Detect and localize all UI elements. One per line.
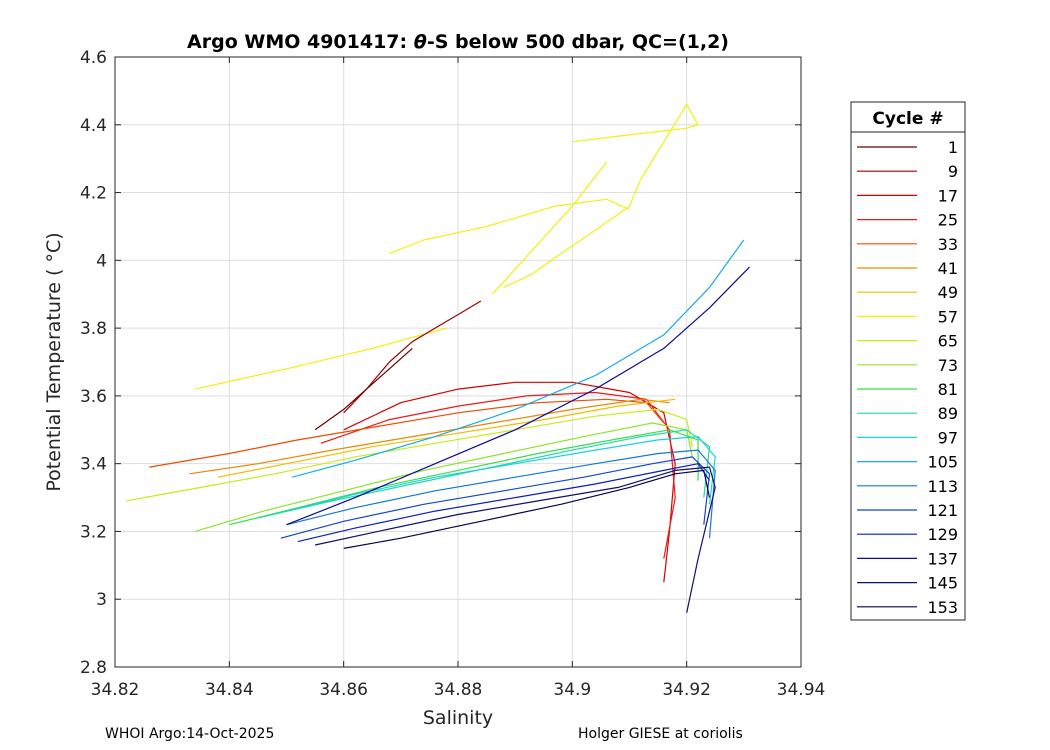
- x-tick-label: 34.9: [553, 680, 591, 700]
- series-line-cycle-97: [286, 436, 716, 512]
- legend-label-9: 9: [948, 162, 958, 181]
- tick-marks: [114, 56, 802, 668]
- legend-label-97: 97: [938, 428, 958, 447]
- series-line-cycle-57: [194, 327, 447, 390]
- x-tick-labels: 34.82 34.84 34.86 34.88 34.9 34.92 34.94: [91, 680, 826, 700]
- series-line-cycle-57: [491, 161, 608, 295]
- y-tick-label: 2.8: [80, 658, 107, 678]
- y-tick-label: 4.4: [80, 116, 107, 136]
- legend-label-1: 1: [948, 138, 958, 157]
- series-line-cycle-25: [320, 391, 676, 559]
- legend-label-153: 153: [927, 598, 958, 617]
- series-line-cycle-33: [149, 398, 665, 468]
- series-line-cycle-129: [297, 463, 710, 543]
- series-line-cycle-65: [126, 408, 693, 502]
- x-tick-label: 34.84: [205, 680, 254, 700]
- series-line-cycle-145: [314, 466, 716, 613]
- series-line-cycle-41: [189, 398, 670, 475]
- x-tick-label: 34.88: [434, 680, 483, 700]
- y-tick-label: 4: [96, 251, 107, 271]
- y-tick-label: 3: [96, 590, 107, 610]
- legend-label-49: 49: [938, 283, 958, 302]
- legend-label-137: 137: [927, 549, 958, 568]
- legend-title: Cycle #: [872, 109, 943, 129]
- series-line-cycle-49: [217, 398, 676, 478]
- legend-label-25: 25: [938, 211, 958, 230]
- legend-label-73: 73: [938, 356, 958, 375]
- chart-title: Argo WMO 4901417: θ-S below 500 dbar, QC…: [187, 31, 729, 53]
- x-axis-label: Salinity: [423, 707, 493, 729]
- y-tick-label: 3.8: [80, 319, 107, 339]
- legend-label-113: 113: [927, 477, 958, 496]
- legend-label-105: 105: [927, 453, 958, 472]
- x-tick-label: 34.94: [777, 680, 826, 700]
- legend-label-81: 81: [938, 380, 958, 399]
- series-line-cycle-105: [292, 239, 745, 478]
- series-line-cycle-137: [286, 266, 750, 526]
- legend-label-33: 33: [938, 235, 958, 254]
- footer-right: Holger GIESE at coriolis: [578, 726, 743, 742]
- legend-label-89: 89: [938, 404, 958, 423]
- series-line-cycle-81: [229, 429, 699, 526]
- legend-label-65: 65: [938, 332, 958, 351]
- legend-label-129: 129: [927, 525, 958, 544]
- legend: Cycle # 1 9 17 25 33 41 49 57 65 73 81 89 97 105 113 12…: [850, 101, 966, 621]
- y-tick-labels: 2.8 3 3.2 3.4 3.6 3.8 4 4.2 4.4 4.6: [80, 48, 107, 678]
- legend-label-41: 41: [938, 259, 958, 278]
- series-line-cycle-17: [343, 381, 676, 583]
- y-tick-label: 3.6: [80, 387, 107, 407]
- footer-left: WHOI Argo:14-Oct-2025: [105, 726, 275, 742]
- series-line-cycle-57: [389, 198, 630, 255]
- legend-label-145: 145: [927, 574, 958, 593]
- legend-label-57: 57: [938, 307, 958, 326]
- y-tick-label: 3.2: [80, 522, 107, 542]
- x-tick-label: 34.92: [662, 680, 711, 700]
- series-lines: [126, 103, 750, 613]
- series-line-cycle-57: [503, 103, 699, 288]
- y-axis-label: Potential Temperature ( °C): [43, 232, 65, 491]
- y-tick-label: 3.4: [80, 455, 107, 475]
- series-line-cycle-1: [314, 347, 413, 431]
- series-line-cycle-73: [194, 422, 693, 532]
- series-line-cycle-113: [286, 449, 716, 539]
- legend-label-17: 17: [938, 186, 958, 205]
- legend-entries: 1 9 17 25 33 41 49 57 65 73 81 89 97 105 113 121 129 137 1…: [857, 138, 958, 617]
- y-tick-label: 4.6: [80, 48, 107, 68]
- series-line-cycle-153: [343, 469, 711, 549]
- y-tick-label: 4.2: [80, 184, 107, 204]
- x-tick-label: 34.82: [91, 680, 140, 700]
- legend-label-121: 121: [927, 501, 958, 520]
- x-tick-label: 34.86: [319, 680, 368, 700]
